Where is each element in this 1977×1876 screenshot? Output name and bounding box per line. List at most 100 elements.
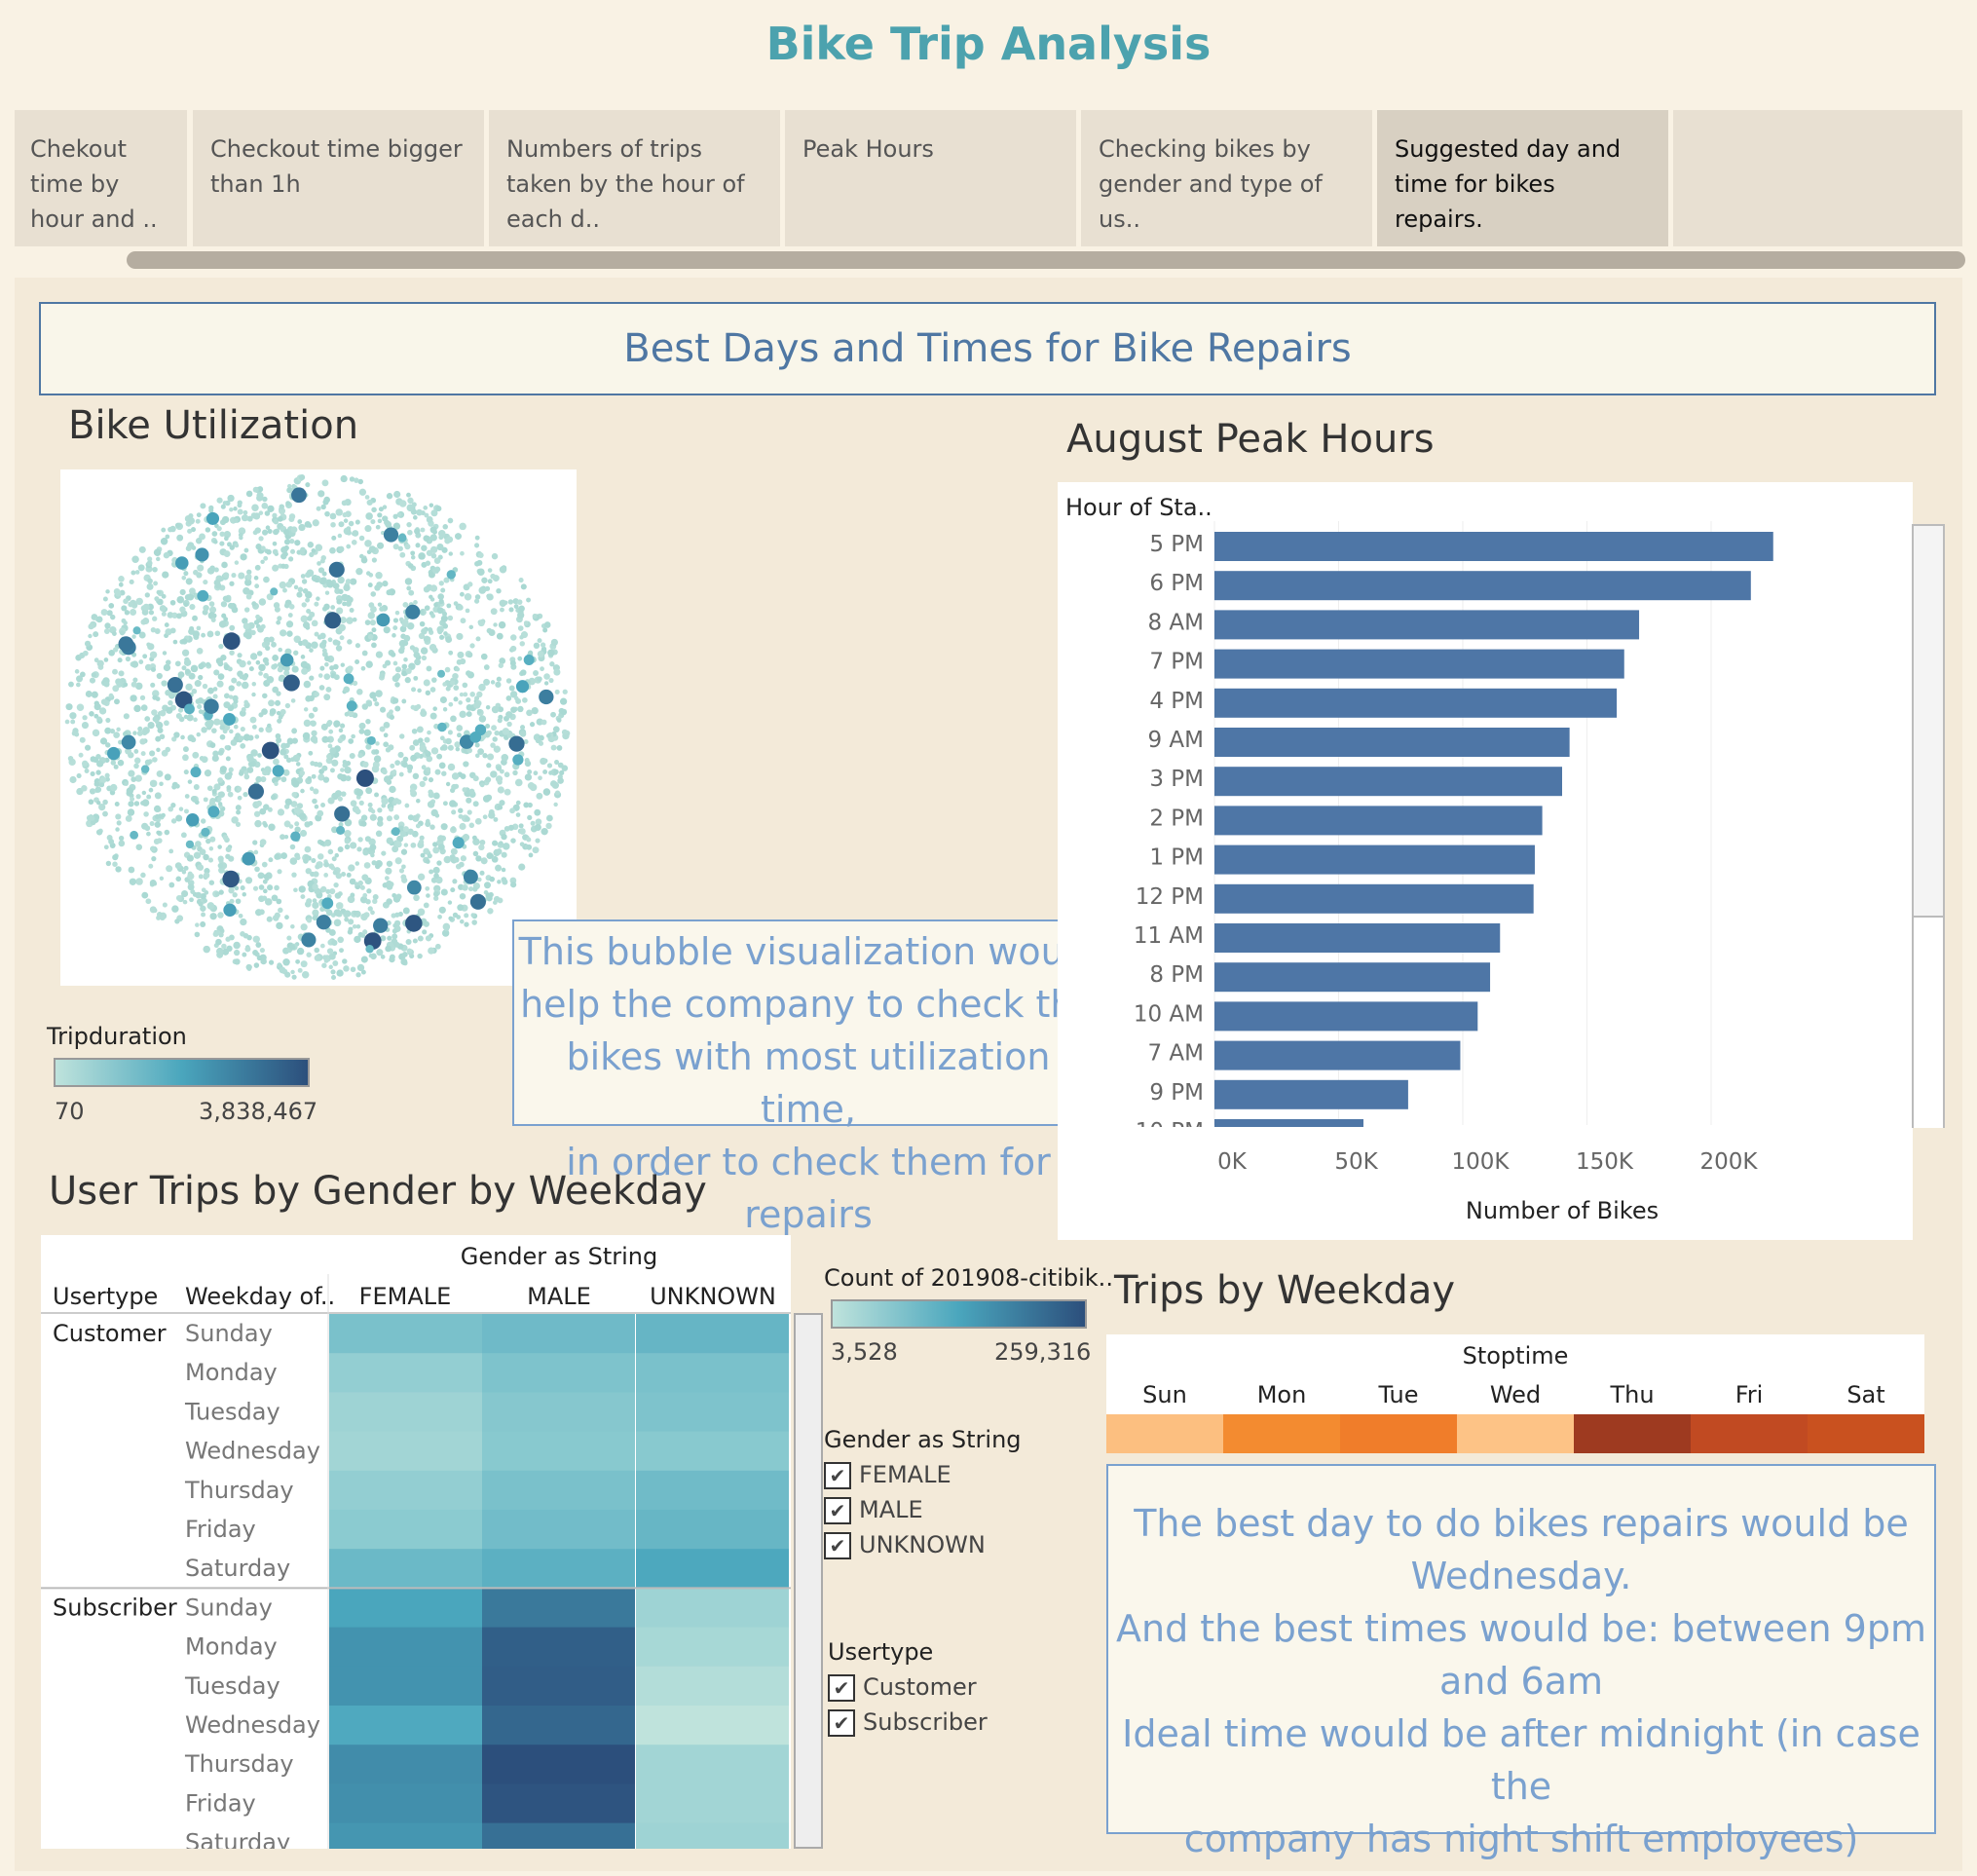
bubble[interactable]	[227, 791, 234, 798]
bubble[interactable]	[426, 516, 433, 523]
bubble[interactable]	[251, 692, 256, 697]
bubble[interactable]	[550, 711, 556, 718]
bubble[interactable]	[208, 846, 214, 851]
bubble[interactable]	[159, 876, 165, 881]
bubble[interactable]	[285, 581, 293, 588]
bubble[interactable]	[275, 732, 281, 739]
bubble[interactable]	[277, 616, 282, 621]
bubble[interactable]	[336, 607, 344, 615]
bubble[interactable]	[244, 579, 252, 586]
bubble[interactable]	[198, 674, 204, 681]
bubble[interactable]	[490, 608, 498, 616]
bubble[interactable]	[184, 703, 195, 715]
bubble[interactable]	[123, 713, 130, 720]
bubble[interactable]	[228, 602, 235, 609]
bubble[interactable]	[382, 505, 388, 509]
bubble[interactable]	[446, 603, 452, 609]
bubble[interactable]	[346, 700, 357, 712]
bubble[interactable]	[299, 769, 306, 776]
bubble[interactable]	[99, 776, 107, 784]
bubble[interactable]	[208, 505, 214, 511]
bubble[interactable]	[284, 798, 292, 806]
bubble[interactable]	[417, 935, 424, 942]
bubble[interactable]	[249, 653, 258, 660]
bubble[interactable]	[289, 844, 296, 850]
bubble[interactable]	[197, 564, 205, 572]
bubble[interactable]	[154, 719, 160, 725]
bubble[interactable]	[254, 819, 262, 828]
bubble[interactable]	[267, 528, 273, 534]
bubble[interactable]	[504, 788, 511, 796]
bubble[interactable]	[321, 897, 334, 910]
bubble[interactable]	[96, 716, 102, 722]
bubble[interactable]	[244, 632, 252, 640]
bubble[interactable]	[112, 854, 119, 861]
bubble[interactable]	[305, 482, 311, 488]
bubble[interactable]	[149, 906, 157, 914]
bubble[interactable]	[282, 587, 287, 593]
bubble[interactable]	[327, 637, 333, 643]
bubble[interactable]	[125, 747, 131, 755]
bubble[interactable]	[104, 772, 110, 778]
heatmap-cell[interactable]	[329, 1431, 482, 1472]
bubble[interactable]	[132, 677, 138, 683]
bubble[interactable]	[189, 625, 195, 631]
bubble[interactable]	[402, 826, 409, 833]
bubble[interactable]	[366, 701, 373, 707]
bubble[interactable]	[217, 802, 223, 807]
bubble[interactable]	[131, 681, 137, 688]
bubble[interactable]	[412, 938, 418, 944]
bubble[interactable]	[310, 761, 316, 767]
heatmap-cell[interactable]	[482, 1666, 635, 1707]
bubble[interactable]	[251, 504, 259, 511]
bubble[interactable]	[339, 635, 345, 641]
bubble[interactable]	[203, 872, 210, 879]
bubble[interactable]	[427, 801, 435, 808]
bubble[interactable]	[432, 846, 440, 854]
bubble[interactable]	[447, 763, 456, 771]
bubble[interactable]	[405, 667, 412, 674]
bubble[interactable]	[380, 955, 386, 959]
bubble[interactable]	[338, 588, 344, 595]
bubble[interactable]	[401, 951, 408, 957]
bubble[interactable]	[411, 687, 417, 693]
bubble[interactable]	[325, 888, 331, 894]
bubble[interactable]	[313, 788, 319, 795]
bubble[interactable]	[357, 837, 363, 843]
bubble[interactable]	[501, 877, 507, 882]
bubble[interactable]	[229, 581, 235, 586]
weekday-cell[interactable]	[1691, 1414, 1809, 1453]
bubble[interactable]	[241, 681, 249, 690]
bubble[interactable]	[459, 591, 465, 597]
bubble[interactable]	[400, 874, 407, 881]
bubble[interactable]	[510, 882, 517, 888]
bubble[interactable]	[355, 924, 361, 929]
bubble[interactable]	[420, 852, 426, 858]
bubble[interactable]	[362, 892, 368, 898]
bubble[interactable]	[204, 769, 212, 777]
bubble[interactable]	[268, 823, 276, 831]
bubble[interactable]	[326, 948, 334, 955]
bubble[interactable]	[156, 556, 161, 562]
bubble[interactable]	[457, 604, 464, 611]
bubble[interactable]	[345, 600, 352, 607]
bubble[interactable]	[218, 791, 225, 798]
bubble[interactable]	[518, 605, 525, 613]
bubble[interactable]	[175, 712, 182, 720]
bubble[interactable]	[314, 804, 319, 809]
bubble[interactable]	[84, 640, 92, 647]
bubble[interactable]	[304, 735, 309, 740]
bubble[interactable]	[192, 615, 198, 621]
bubble[interactable]	[528, 852, 534, 858]
bubble[interactable]	[164, 773, 171, 781]
bubble[interactable]	[360, 913, 368, 921]
bubble[interactable]	[272, 686, 280, 694]
bubble[interactable]	[306, 918, 313, 923]
bubble[interactable]	[226, 785, 232, 791]
bubble[interactable]	[464, 921, 469, 927]
bubble[interactable]	[419, 835, 425, 841]
bubble[interactable]	[466, 652, 473, 658]
bubble[interactable]	[194, 800, 200, 806]
bubble[interactable]	[289, 548, 296, 554]
bubble[interactable]	[306, 898, 313, 905]
